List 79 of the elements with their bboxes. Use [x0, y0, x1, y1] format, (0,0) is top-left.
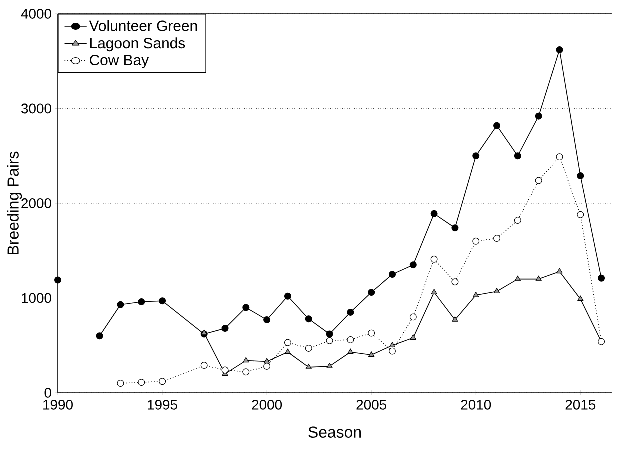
point [389, 342, 396, 348]
point [117, 380, 124, 388]
point [514, 152, 522, 160]
point [494, 235, 501, 242]
y-tick-label: 3000 [21, 104, 52, 114]
point [494, 122, 501, 130]
point [347, 308, 354, 316]
point [514, 217, 522, 224]
point [368, 352, 375, 357]
point [556, 268, 563, 274]
x-tick-label: 1990 [44, 400, 73, 410]
point [159, 298, 166, 305]
y-axis-title: Breeding Pairs [7, 152, 22, 254]
point [284, 339, 292, 346]
point [577, 211, 584, 218]
point [347, 336, 354, 344]
point [306, 364, 312, 370]
point [138, 298, 146, 306]
point [430, 210, 438, 218]
point [494, 288, 500, 294]
point [200, 362, 208, 370]
y-tick-label: 0 [44, 388, 52, 398]
point [326, 362, 333, 368]
point [514, 276, 521, 282]
point [54, 276, 62, 284]
x-tick-label: 2005 [356, 400, 387, 410]
point [578, 296, 584, 302]
point [368, 289, 376, 296]
point [242, 368, 250, 376]
point [598, 274, 606, 282]
point [410, 314, 417, 321]
point [242, 304, 250, 312]
point [535, 177, 542, 184]
point [159, 378, 166, 386]
legend-label: Lagoon Sands [90, 38, 186, 52]
point [536, 276, 542, 282]
point [389, 348, 396, 355]
point [305, 316, 312, 323]
point [389, 271, 396, 278]
point [222, 366, 229, 374]
point [348, 348, 354, 354]
point [305, 344, 312, 352]
point [326, 330, 334, 338]
point [473, 292, 480, 298]
point [243, 357, 250, 363]
point [452, 316, 458, 322]
point [452, 224, 459, 232]
point [368, 330, 376, 337]
point [264, 362, 271, 370]
legend-label: Cow Bay [90, 54, 150, 69]
point [410, 262, 417, 269]
legend-label: Volunteer Green [89, 20, 198, 32]
point [556, 154, 564, 161]
point [264, 358, 270, 364]
y-tick-label: 2000 [22, 198, 52, 208]
point [431, 289, 438, 294]
x-tick-label: 1995 [148, 400, 178, 410]
point [222, 325, 229, 332]
point [410, 334, 416, 340]
point [326, 337, 334, 344]
point [535, 112, 542, 120]
y-tick-label: 4000 [21, 9, 52, 19]
point [430, 256, 438, 263]
y-tick-label: 1000 [22, 293, 52, 304]
point [472, 238, 480, 245]
point [577, 172, 584, 180]
point [556, 46, 564, 54]
point [284, 348, 292, 354]
point [117, 301, 124, 308]
point [96, 332, 104, 340]
point [138, 379, 146, 386]
point [264, 316, 271, 324]
x-tick-label: 2000 [252, 400, 282, 410]
point [284, 292, 292, 300]
point [472, 152, 480, 160]
x-tick-label: 2010 [461, 400, 492, 410]
x-axis-title: Season [308, 426, 361, 438]
point [452, 278, 459, 286]
x-tick-label: 2015 [566, 400, 596, 410]
